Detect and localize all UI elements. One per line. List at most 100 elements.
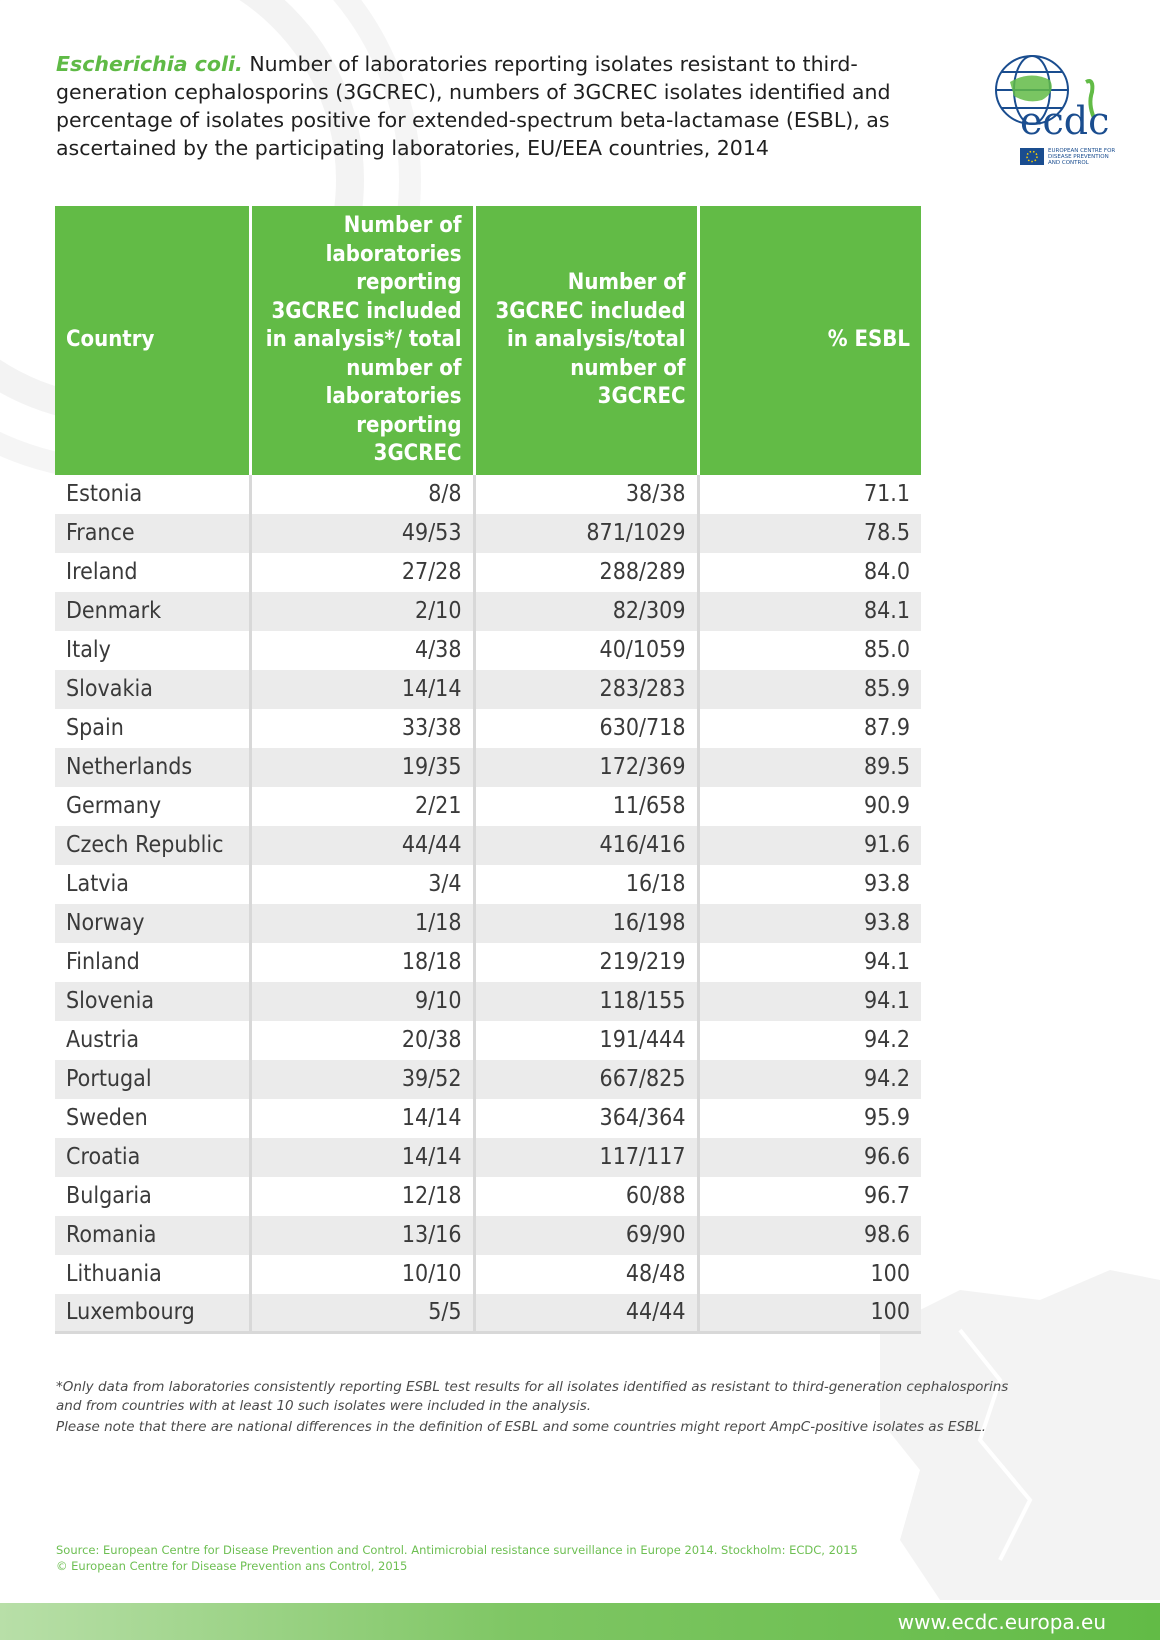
table-row: Austria 20/38 191/444 94.2 (55, 1020, 921, 1060)
ecdc-logo: ecdc EUROPEAN CENTRE FOR DISEASE PREVENT… (990, 52, 1120, 170)
cell-esbl-percent: 94.1 (698, 942, 921, 982)
cell-laboratories: 39/52 (250, 1059, 476, 1099)
cell-laboratories: 9/10 (250, 981, 476, 1021)
cell-isolates: 82/309 (474, 591, 700, 631)
cell-laboratories: 4/38 (250, 630, 476, 670)
cell-laboratories: 14/14 (250, 1098, 476, 1138)
table-row: Lithuania 10/10 48/48 100 (55, 1254, 921, 1294)
table-row: Germany 2/21 11/658 90.9 (55, 786, 921, 826)
table-row: Estonia 8/8 38/38 71.1 (55, 474, 921, 514)
cell-country: France (55, 513, 252, 553)
table-row: Latvia 3/4 16/18 93.8 (55, 864, 921, 904)
cell-country: Denmark (55, 591, 252, 631)
cell-laboratories: 2/21 (250, 786, 476, 826)
cell-country: Czech Republic (55, 825, 252, 865)
cell-isolates: 219/219 (474, 942, 700, 982)
cell-country: Italy (55, 630, 252, 670)
header-country: Country (55, 206, 252, 475)
cell-country: Romania (55, 1215, 252, 1255)
table-row: Spain 33/38 630/718 87.9 (55, 708, 921, 748)
cell-laboratories: 10/10 (250, 1254, 476, 1294)
cell-laboratories: 13/16 (250, 1215, 476, 1255)
table-row: France 49/53 871/1029 78.5 (55, 513, 921, 553)
source-line: Source: European Centre for Disease Prev… (56, 1543, 858, 1557)
cell-esbl-percent: 85.9 (698, 669, 921, 709)
table-body: Estonia 8/8 38/38 71.1 France 49/53 871/1029 78… (55, 474, 921, 1334)
cell-country: Germany (55, 786, 252, 826)
logo-caption-3: AND CONTROL (1048, 160, 1090, 166)
header-laboratories: Number of laboratories reporting 3GCREC … (250, 206, 476, 475)
cell-laboratories: 44/44 (250, 825, 476, 865)
header-esbl-percent: % ESBL (698, 206, 921, 475)
cell-isolates: 283/283 (474, 669, 700, 709)
cell-esbl-percent: 89.5 (698, 747, 921, 787)
cell-laboratories: 8/8 (250, 474, 476, 514)
logo-caption-1: EUROPEAN CENTRE FOR (1048, 148, 1115, 154)
table-row: Bulgaria 12/18 60/88 96.7 (55, 1176, 921, 1216)
cell-isolates: 667/825 (474, 1059, 700, 1099)
cell-esbl-percent: 91.6 (698, 825, 921, 865)
table-row: Romania 13/16 69/90 98.6 (55, 1215, 921, 1255)
cell-esbl-percent: 94.2 (698, 1059, 921, 1099)
cell-country: Slovenia (55, 981, 252, 1021)
disclaimer-note: Please note that there are national diff… (56, 1419, 987, 1435)
table-row: Denmark 2/10 82/309 84.1 (55, 591, 921, 631)
cell-isolates: 364/364 (474, 1098, 700, 1138)
table-row: Sweden 14/14 364/364 95.9 (55, 1098, 921, 1138)
cell-isolates: 871/1029 (474, 513, 700, 553)
cell-esbl-percent: 84.0 (698, 552, 921, 592)
cell-esbl-percent: 94.2 (698, 1020, 921, 1060)
cell-laboratories: 12/18 (250, 1176, 476, 1216)
cell-laboratories: 14/14 (250, 669, 476, 709)
cell-isolates: 172/369 (474, 747, 700, 787)
cell-esbl-percent: 98.6 (698, 1215, 921, 1255)
cell-country: Spain (55, 708, 252, 748)
cell-country: Netherlands (55, 747, 252, 787)
cell-country: Croatia (55, 1137, 252, 1177)
table-row: Slovenia 9/10 118/155 94.1 (55, 981, 921, 1021)
table-row: Croatia 14/14 117/117 96.6 (55, 1137, 921, 1177)
cell-isolates: 191/444 (474, 1020, 700, 1060)
cell-country: Estonia (55, 474, 252, 514)
cell-country: Luxembourg (55, 1293, 252, 1334)
cell-esbl-percent: 71.1 (698, 474, 921, 514)
title-text: Number of laboratories reporting isolate… (56, 52, 891, 160)
cell-esbl-percent: 96.6 (698, 1137, 921, 1177)
table-row: Ireland 27/28 288/289 84.0 (55, 552, 921, 592)
cell-laboratories: 5/5 (250, 1293, 476, 1334)
cell-isolates: 38/38 (474, 474, 700, 514)
table-row: Finland 18/18 219/219 94.1 (55, 942, 921, 982)
cell-isolates: 11/658 (474, 786, 700, 826)
cell-isolates: 16/198 (474, 903, 700, 943)
cell-isolates: 288/289 (474, 552, 700, 592)
footer-url-link[interactable]: www.ecdc.europa.eu (897, 1610, 1106, 1634)
cell-laboratories: 3/4 (250, 864, 476, 904)
cell-esbl-percent: 87.9 (698, 708, 921, 748)
table-header-row: Country Number of laboratories reporting… (55, 206, 921, 475)
cell-esbl-percent: 84.1 (698, 591, 921, 631)
cell-country: Ireland (55, 552, 252, 592)
logo-caption-2: DISEASE PREVENTION (1048, 154, 1109, 160)
cell-laboratories: 2/10 (250, 591, 476, 631)
cell-country: Norway (55, 903, 252, 943)
cell-country: Lithuania (55, 1254, 252, 1294)
cell-country: Finland (55, 942, 252, 982)
cell-esbl-percent: 95.9 (698, 1098, 921, 1138)
cell-country: Sweden (55, 1098, 252, 1138)
cell-isolates: 16/18 (474, 864, 700, 904)
cell-isolates: 416/416 (474, 825, 700, 865)
cell-esbl-percent: 96.7 (698, 1176, 921, 1216)
cell-esbl-percent: 90.9 (698, 786, 921, 826)
cell-isolates: 117/117 (474, 1137, 700, 1177)
cell-country: Portugal (55, 1059, 252, 1099)
copyright-line: © European Centre for Disease Prevention… (56, 1559, 408, 1573)
cell-laboratories: 49/53 (250, 513, 476, 553)
cell-esbl-percent: 85.0 (698, 630, 921, 670)
cell-isolates: 40/1059 (474, 630, 700, 670)
cell-esbl-percent: 78.5 (698, 513, 921, 553)
cell-isolates: 44/44 (474, 1293, 700, 1334)
source-citation: Source: European Centre for Disease Prev… (56, 1542, 858, 1574)
table-row: Czech Republic 44/44 416/416 91.6 (55, 825, 921, 865)
cell-country: Austria (55, 1020, 252, 1060)
header-isolates: Number of 3GCREC included in analysis/to… (474, 206, 700, 475)
